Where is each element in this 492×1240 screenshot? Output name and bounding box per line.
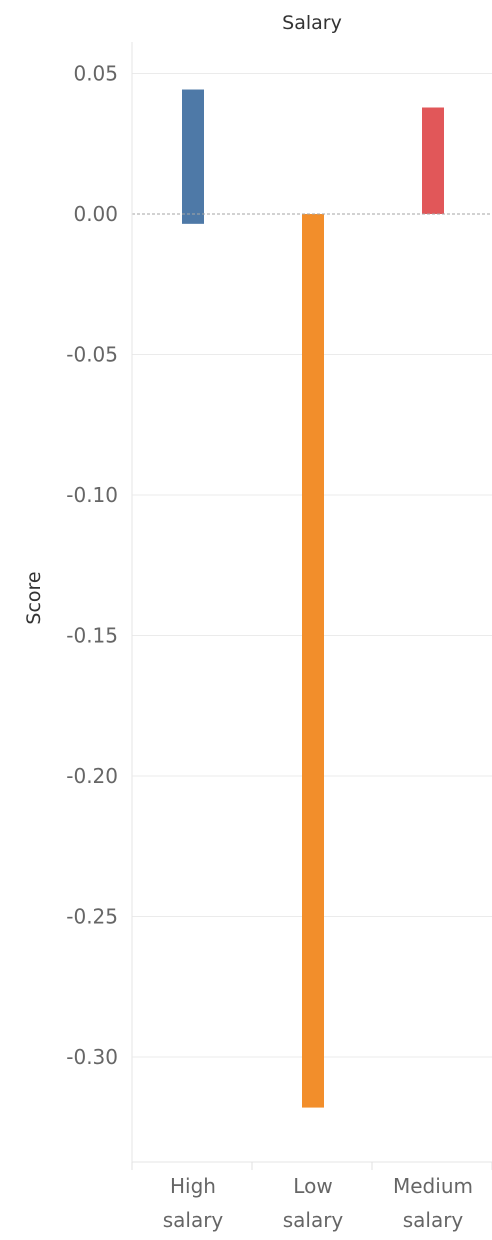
y-tick-label: -0.30 bbox=[66, 1045, 118, 1069]
bar bbox=[302, 214, 324, 1108]
y-tick-label: -0.25 bbox=[66, 905, 118, 929]
y-tick-label: 0.00 bbox=[73, 202, 118, 226]
bar bbox=[182, 89, 204, 224]
y-tick-label: -0.15 bbox=[66, 624, 118, 648]
category-label: Medium bbox=[393, 1174, 473, 1198]
y-tick-label: -0.20 bbox=[66, 764, 118, 788]
bars bbox=[182, 89, 444, 1108]
x-axis bbox=[131, 42, 492, 1170]
category-label: High bbox=[170, 1174, 216, 1198]
y-tick-labels: 0.05 0.00 -0.05 -0.10 -0.15 -0.20 -0.25 -0.30 bbox=[66, 62, 118, 1070]
chart-title: Salary bbox=[282, 12, 342, 34]
category-label: salary bbox=[403, 1208, 464, 1232]
bar bbox=[422, 107, 444, 214]
y-tick-label: -0.05 bbox=[66, 343, 118, 367]
category-label: Low bbox=[293, 1174, 332, 1198]
category-label: salary bbox=[283, 1208, 344, 1232]
y-tick-label: -0.10 bbox=[66, 483, 118, 507]
y-axis-label: Score bbox=[23, 571, 45, 624]
y-tick-label: 0.05 bbox=[73, 62, 118, 86]
category-labels: High salary Low salary Medium salary bbox=[163, 1174, 473, 1232]
category-label: salary bbox=[163, 1208, 224, 1232]
